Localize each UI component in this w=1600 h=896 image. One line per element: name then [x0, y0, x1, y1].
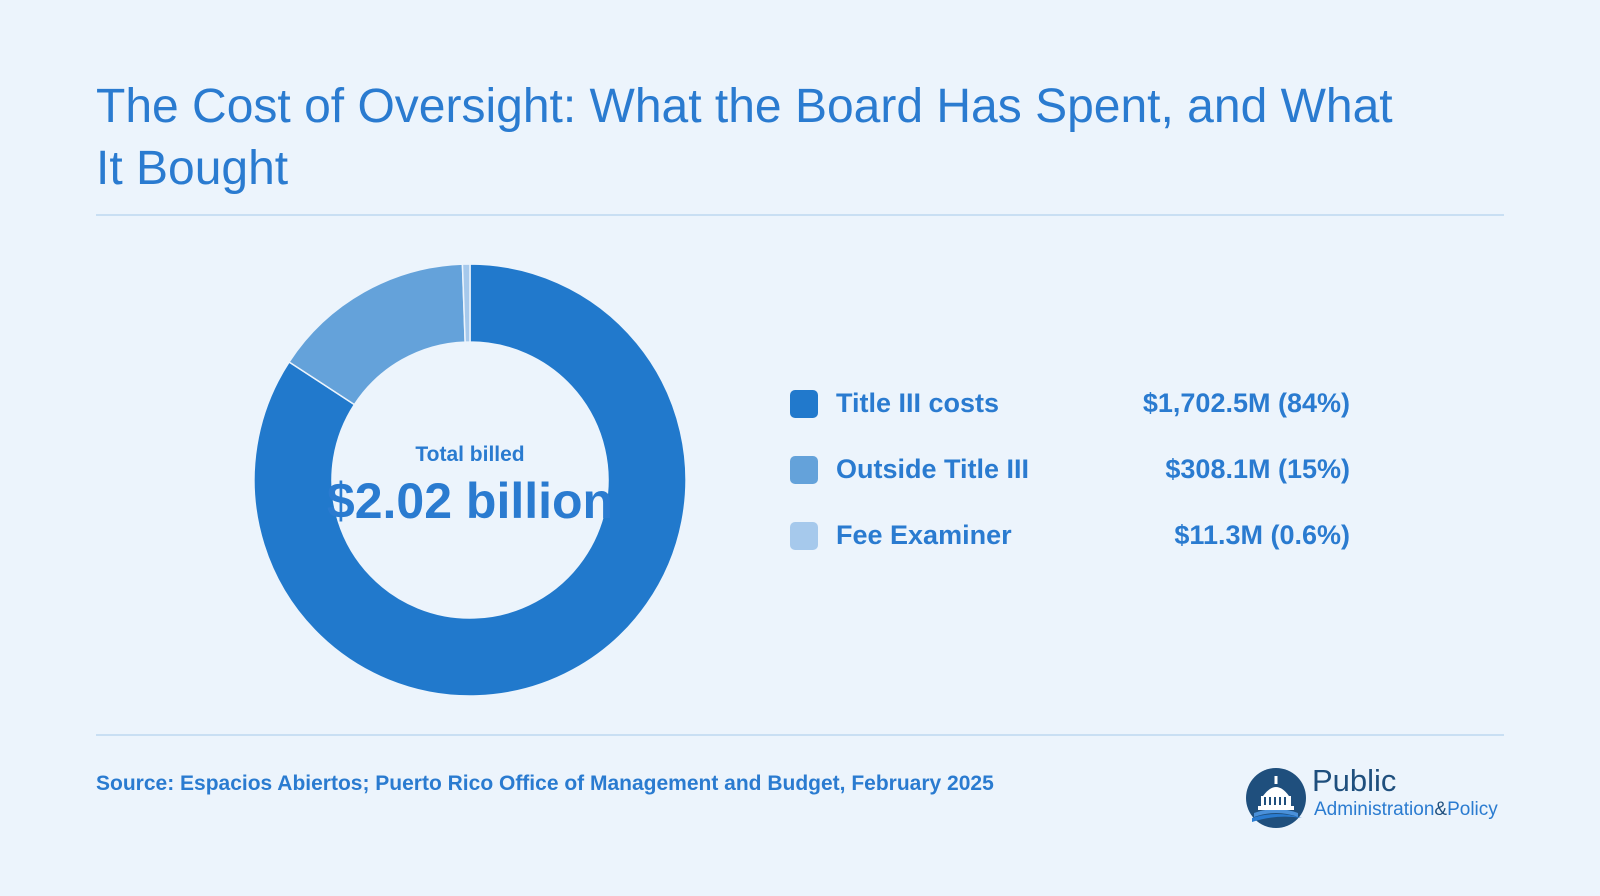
capitol-dome-icon	[1246, 768, 1306, 828]
source-note: Source: Espacios Abiertos; Puerto Rico O…	[96, 772, 994, 795]
legend-swatch-fee-examiner	[790, 522, 818, 550]
legend: Title III costs $1,702.5M (84%) Outside …	[790, 380, 1350, 578]
donut-chart	[253, 263, 687, 697]
donut-slice-title-iii	[253, 263, 687, 697]
logo-word-administration-policy: Administration&Policy	[1314, 798, 1498, 822]
legend-value-outside-title-iii: $308.1M (15%)	[1165, 454, 1350, 484]
logo-word-policy: Policy	[1447, 799, 1498, 820]
legend-value-fee-examiner: $11.3M (0.6%)	[1174, 520, 1350, 550]
logo-ampersand: &	[1434, 799, 1448, 820]
legend-swatch-title-iii	[790, 390, 818, 418]
legend-value-title-iii: $1,702.5M (84%)	[1142, 388, 1350, 418]
legend-label-title-iii: Title III costs	[836, 388, 1000, 418]
logo: Public Administration&Policy	[1244, 762, 1524, 832]
legend-label-fee-examiner: Fee Examiner	[836, 520, 1012, 550]
logo-word-administration: Administration	[1314, 799, 1435, 820]
legend-item-title-iii: Title III costs $1,702.5M (84%)	[790, 380, 1350, 446]
center-value: $2.02 billion	[326, 473, 614, 529]
donut-slice-fee-examiner	[461, 263, 471, 343]
legend-swatch-outside-title-iii	[790, 456, 818, 484]
center-label: Total billed	[415, 443, 525, 466]
page-title: The Cost of Oversight: What the Board Ha…	[96, 80, 1393, 195]
top-divider	[96, 214, 1504, 216]
legend-item-fee-examiner: Fee Examiner $11.3M (0.6%)	[790, 512, 1350, 578]
donut-center: Total billed $2.02 billion	[320, 440, 620, 532]
legend-item-outside-title-iii: Outside Title III $308.1M (15%)	[790, 446, 1350, 512]
legend-label-outside-title-iii: Outside Title III	[836, 454, 1030, 484]
logo-word-public: Public	[1312, 763, 1397, 798]
bottom-divider	[96, 734, 1504, 736]
